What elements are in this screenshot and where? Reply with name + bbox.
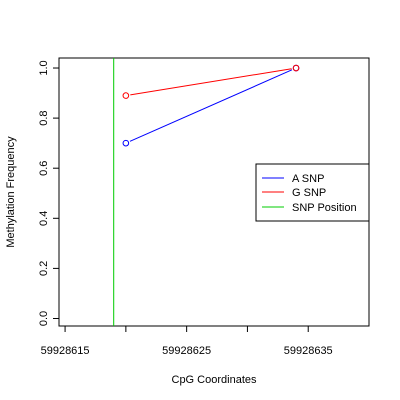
x-tick-label-4: 59928635 — [284, 345, 333, 357]
x-tick-label-0: 59928615 — [41, 345, 90, 357]
legend-box — [255, 163, 370, 222]
x-axis: 59928615 59928625 59928635 — [41, 325, 333, 357]
series-1-point-0 — [122, 92, 130, 99]
y-tick-label-0: 0.0 — [38, 311, 50, 326]
series-0-point-0 — [122, 139, 130, 147]
series-layer — [122, 64, 300, 147]
y-axis: 0.0 0.2 0.4 0.6 0.8 1.0 — [38, 60, 60, 326]
series-0-segment-0 — [129, 69, 293, 142]
y-tick-label-4: 0.8 — [38, 110, 50, 125]
y-tick-label-5: 1.0 — [38, 60, 50, 75]
x-tick-label-2: 59928625 — [162, 345, 211, 357]
legend-label-snp-position: SNP Position — [292, 202, 357, 214]
y-tick-label-2: 0.4 — [38, 211, 50, 226]
series-1-point-1 — [292, 64, 300, 72]
y-tick-label-1: 0.2 — [38, 261, 50, 276]
y-axis-title: Methylation Frequency — [5, 136, 17, 248]
y-tick-label-3: 0.6 — [38, 161, 50, 176]
legend-label-a-snp: A SNP — [292, 173, 324, 185]
legend: A SNP G SNP SNP Position — [255, 163, 370, 222]
series-1-segment-0 — [130, 68, 292, 96]
x-axis-title: CpG Coordinates — [172, 374, 257, 386]
legend-label-g-snp: G SNP — [292, 187, 326, 199]
